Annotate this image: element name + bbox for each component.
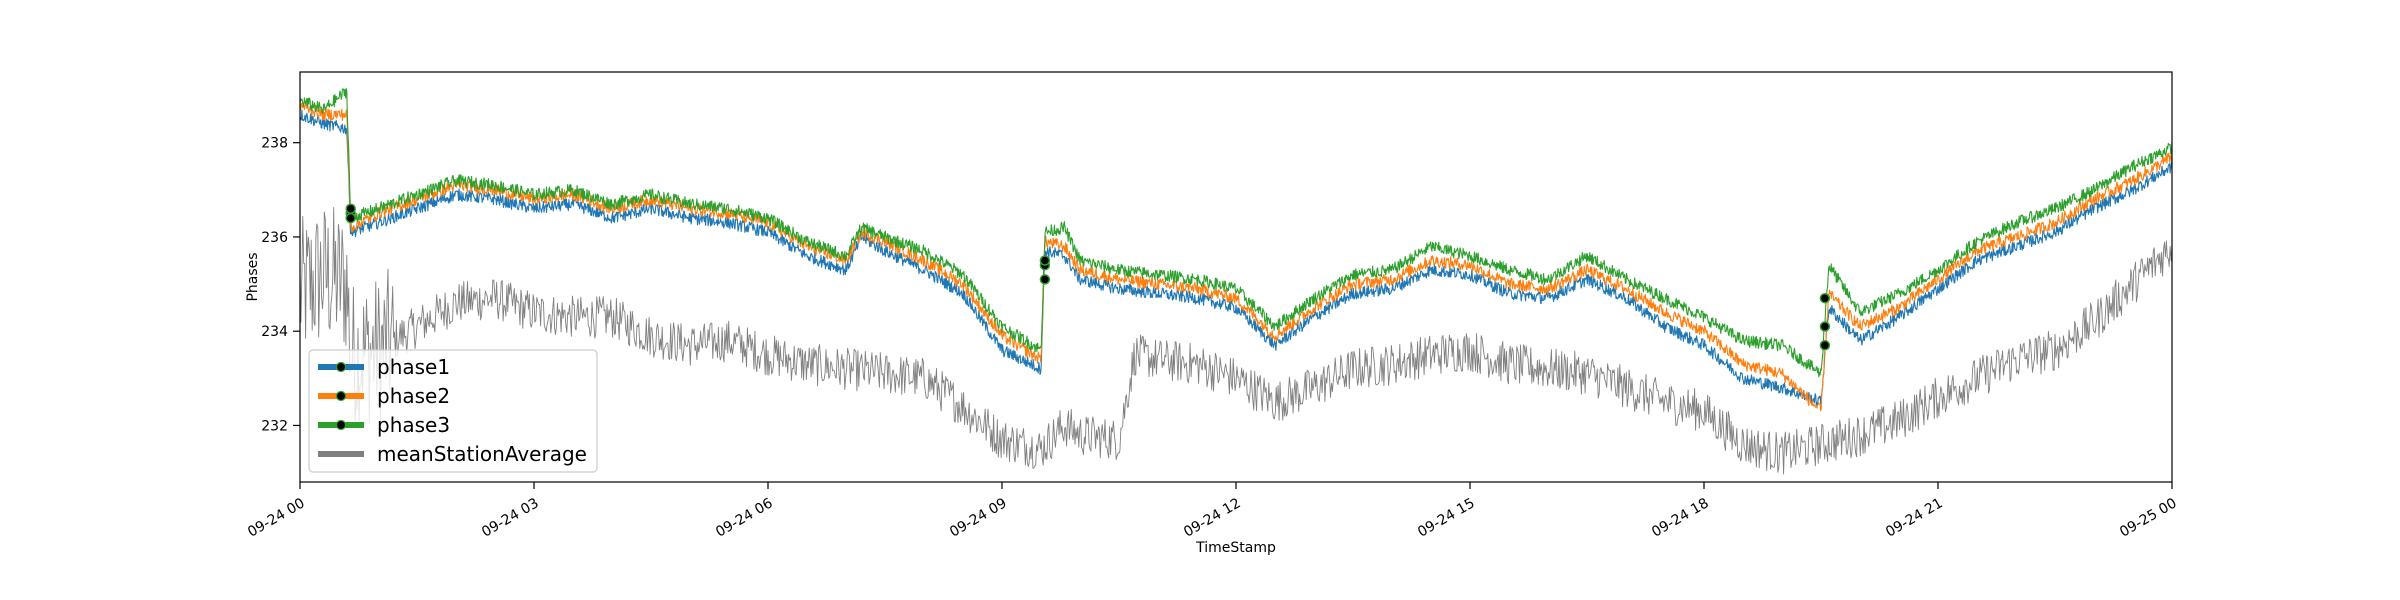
marker-phase1: [1039, 274, 1051, 285]
x-tick-label: 09-24 03: [479, 495, 542, 540]
x-tick-label: 09-24 06: [713, 495, 776, 540]
y-tick-label: 232: [261, 418, 288, 434]
y-tick-label: 234: [261, 324, 288, 340]
y-axis-label: Phases: [245, 252, 261, 301]
marker-phase2: [1819, 321, 1831, 332]
plot-background: [300, 72, 2172, 482]
legend-label-phase2: phase2: [377, 384, 450, 408]
series-line-phase2: [299, 99, 2173, 412]
x-axis-label: TimeStamp: [1195, 540, 1276, 556]
x-tick-label: 09-24 09: [947, 495, 1010, 540]
series-line-phase1: [299, 109, 2173, 406]
legend-label-phase1: phase1: [377, 355, 450, 379]
marker-phase3: [1819, 292, 1831, 304]
legend-marker-phase1: [335, 361, 347, 373]
y-axis: 232 234 236 238: [261, 136, 300, 434]
y-tick-label: 236: [261, 230, 288, 246]
x-tick-label: 09-25 00: [2117, 495, 2180, 540]
marker-phase3: [345, 203, 356, 214]
y-tick-label: 238: [261, 136, 288, 152]
legend-marker-phase2: [335, 390, 347, 402]
marker-phase1: [1819, 340, 1831, 351]
series-layer: [299, 87, 2173, 475]
legend-label-phase3: phase3: [377, 413, 450, 437]
x-tick-label: 09-24 00: [245, 495, 308, 540]
x-tick-label: 09-24 21: [1883, 495, 1946, 540]
legend-label-meanstationaverage: meanStationAverage: [377, 442, 587, 466]
legend: phase1 phase2 phase3 meanStationAverage: [308, 349, 598, 473]
series-line-phase3: [299, 87, 2173, 378]
x-axis: 09-24 00 09-24 03 09-24 06 09-24 09 09-24 12…: [245, 482, 2180, 541]
x-tick-label: 09-24 15: [1415, 495, 1478, 540]
legend-box: [308, 349, 598, 473]
marker-phase3: [1039, 255, 1051, 266]
x-tick-label: 09-24 12: [1181, 495, 1244, 540]
marker-phase2: [345, 212, 356, 224]
legend-marker-phase3: [335, 419, 347, 431]
series-line-meanstationaverage: [299, 207, 2173, 475]
marker-layer: [345, 203, 1831, 351]
x-tick-label: 09-24 18: [1649, 495, 1712, 540]
